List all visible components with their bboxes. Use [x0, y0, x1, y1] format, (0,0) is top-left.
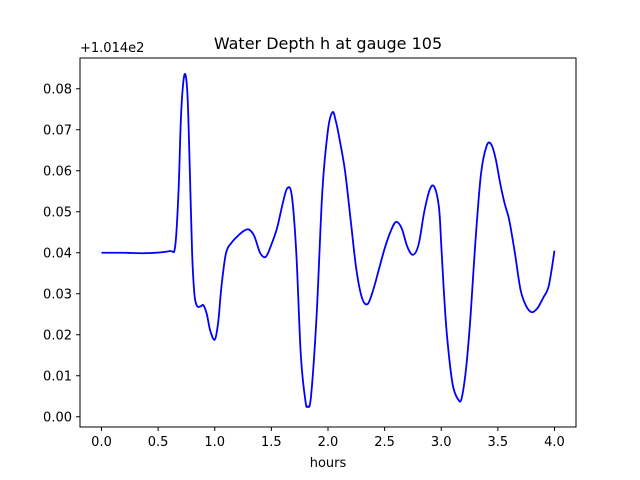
- y-tick-label: 0.00: [43, 410, 72, 425]
- x-tick-label: 0.5: [148, 435, 169, 450]
- x-axis-ticks: 0.0 0.5 1.0 1.5 2.0 2.5 3.0 3.5 4.0: [91, 427, 565, 450]
- x-tick-label: 1.0: [204, 435, 225, 450]
- y-tick-label: 0.01: [43, 369, 72, 384]
- x-tick-label: 3.5: [488, 435, 509, 450]
- x-axis-label: hours: [310, 456, 347, 471]
- series-line-water-depth: [101, 73, 556, 409]
- x-tick-label: 4.0: [544, 435, 565, 450]
- plot-area-frame: [79, 57, 577, 428]
- y-tick-label: 0.04: [43, 246, 72, 261]
- y-tick-label: 0.02: [43, 328, 72, 343]
- y-tick-label: 0.07: [43, 123, 72, 138]
- chart-title: Water Depth h at gauge 105: [214, 34, 442, 53]
- x-tick-label: 2.5: [374, 435, 395, 450]
- y-tick-label: 0.05: [43, 205, 72, 220]
- y-tick-label: 0.06: [43, 164, 72, 179]
- y-tick-label: 0.08: [43, 82, 72, 97]
- x-tick-label: 1.5: [261, 435, 282, 450]
- x-tick-label: 3.0: [431, 435, 452, 450]
- x-tick-label: 2.0: [318, 435, 339, 450]
- x-tick-label: 0.0: [91, 435, 112, 450]
- y-axis-ticks: 0.00 0.01 0.02 0.03 0.04 0.05 0.06 0.07 0.08: [43, 82, 80, 425]
- y-tick-label: 0.03: [43, 287, 72, 302]
- y-axis-offset-label: +1.014e2: [80, 41, 144, 56]
